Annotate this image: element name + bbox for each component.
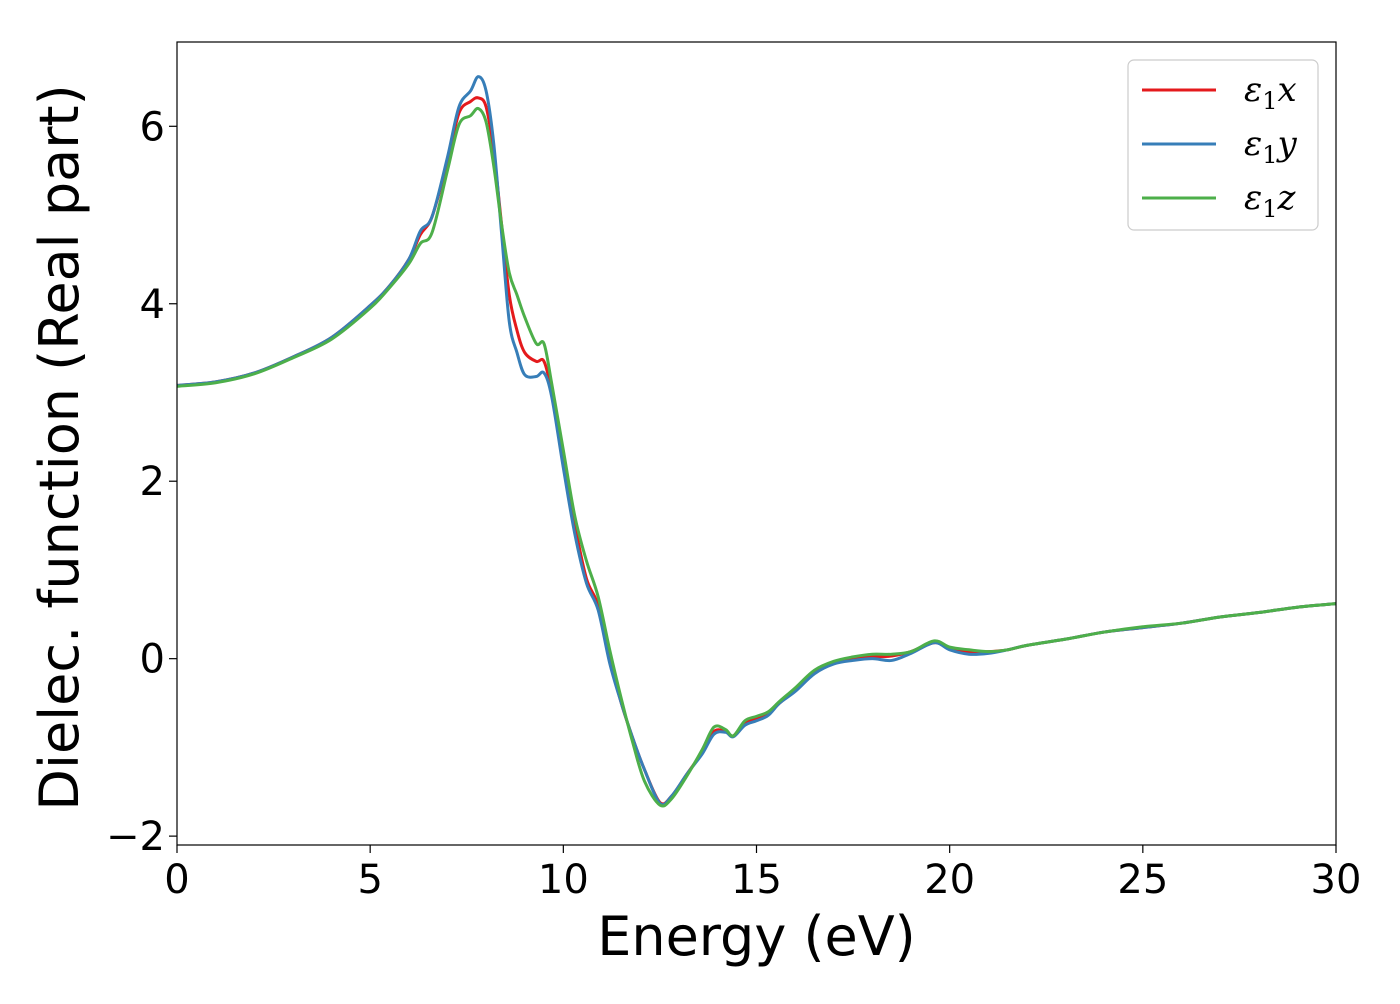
legend-label-y: ε1y <box>1244 124 1298 169</box>
x-tick-label: 0 <box>164 857 189 903</box>
y-tick-label: 0 <box>140 637 165 683</box>
x-tick-label: 10 <box>538 857 589 903</box>
x-axis-ticks: 0 5 10 15 20 25 30 <box>164 845 1361 903</box>
y-tick-label: 4 <box>140 282 165 328</box>
y-axis-ticks: −2 0 2 4 6 <box>106 104 177 860</box>
legend: ε1x ε1y ε1z <box>1127 59 1319 231</box>
x-tick-label: 25 <box>1117 857 1168 903</box>
x-tick-label: 5 <box>357 857 382 903</box>
x-axis-label: Energy (eV) <box>597 905 916 968</box>
y-tick-label: −2 <box>106 814 165 860</box>
legend-label-x: ε1x <box>1244 70 1297 115</box>
series-layer <box>177 75 1336 808</box>
x-tick-label: 20 <box>924 857 975 903</box>
y-axis-label: Dielec. function (Real part) <box>28 84 91 810</box>
legend-box <box>1127 59 1319 231</box>
series-line-e1z <box>177 106 1336 808</box>
legend-label-z: ε1z <box>1244 178 1297 223</box>
x-tick-label: 15 <box>731 857 782 903</box>
x-tick-label: 30 <box>1311 857 1362 903</box>
y-tick-label: 6 <box>140 104 165 150</box>
y-tick-label: 2 <box>140 459 165 505</box>
series-line-e1y <box>177 75 1336 807</box>
